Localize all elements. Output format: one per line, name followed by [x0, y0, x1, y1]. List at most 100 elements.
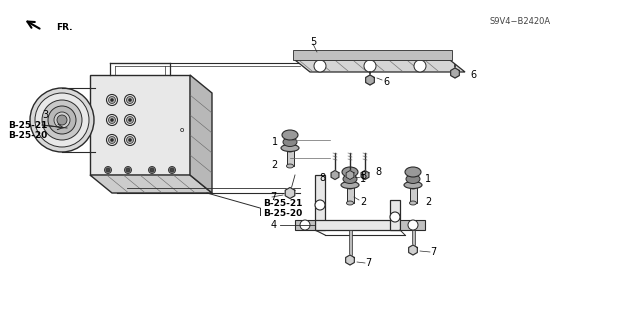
- Circle shape: [125, 94, 136, 106]
- Ellipse shape: [283, 137, 297, 146]
- Text: B-25-21: B-25-21: [263, 198, 302, 207]
- Text: 5: 5: [310, 37, 316, 47]
- Circle shape: [111, 99, 113, 101]
- Text: S9V4−B2420A: S9V4−B2420A: [490, 18, 551, 26]
- Bar: [349, 230, 351, 260]
- Text: 4: 4: [271, 220, 277, 230]
- Polygon shape: [295, 220, 315, 230]
- Text: 7: 7: [270, 192, 276, 202]
- Text: 7: 7: [365, 258, 371, 268]
- Circle shape: [109, 116, 115, 123]
- Text: 2: 2: [272, 160, 278, 170]
- Bar: [412, 230, 415, 250]
- Text: 8: 8: [319, 173, 325, 183]
- Circle shape: [57, 115, 67, 125]
- Ellipse shape: [343, 174, 357, 183]
- Circle shape: [408, 220, 418, 230]
- Polygon shape: [390, 200, 400, 230]
- Text: 1: 1: [272, 137, 278, 147]
- Text: 8: 8: [360, 171, 366, 181]
- Ellipse shape: [341, 182, 359, 189]
- Polygon shape: [90, 175, 212, 193]
- Circle shape: [126, 168, 130, 172]
- Ellipse shape: [410, 185, 417, 189]
- Circle shape: [125, 167, 131, 174]
- Circle shape: [30, 88, 94, 152]
- Ellipse shape: [346, 185, 353, 189]
- Text: 2: 2: [425, 197, 431, 207]
- Circle shape: [170, 168, 174, 172]
- Ellipse shape: [406, 174, 420, 183]
- Text: 2: 2: [360, 197, 366, 207]
- Circle shape: [414, 60, 426, 72]
- Polygon shape: [295, 60, 465, 72]
- Polygon shape: [190, 75, 212, 193]
- Polygon shape: [331, 170, 339, 180]
- Circle shape: [364, 60, 376, 72]
- Bar: [287, 150, 294, 166]
- Polygon shape: [346, 255, 355, 265]
- Circle shape: [54, 112, 70, 128]
- Circle shape: [127, 97, 134, 103]
- Circle shape: [129, 99, 131, 101]
- Ellipse shape: [287, 164, 294, 168]
- Text: 1: 1: [360, 174, 366, 184]
- Circle shape: [106, 94, 118, 106]
- Ellipse shape: [281, 145, 299, 152]
- Circle shape: [111, 138, 113, 142]
- Circle shape: [314, 60, 326, 72]
- Circle shape: [125, 135, 136, 145]
- Polygon shape: [346, 170, 354, 180]
- Ellipse shape: [287, 148, 294, 152]
- Circle shape: [104, 167, 111, 174]
- Circle shape: [127, 116, 134, 123]
- Text: o: o: [180, 127, 184, 133]
- Text: 8: 8: [375, 167, 381, 177]
- Circle shape: [127, 137, 134, 144]
- Circle shape: [168, 167, 175, 174]
- Circle shape: [129, 118, 131, 122]
- Text: 7: 7: [430, 247, 436, 257]
- Bar: [293, 50, 452, 60]
- Polygon shape: [315, 175, 325, 230]
- Circle shape: [48, 106, 76, 134]
- Circle shape: [109, 97, 115, 103]
- Circle shape: [148, 167, 156, 174]
- Bar: [410, 187, 417, 203]
- Polygon shape: [285, 188, 295, 198]
- Text: 6: 6: [383, 77, 389, 87]
- Circle shape: [390, 212, 400, 222]
- Text: FR.: FR.: [56, 24, 72, 33]
- Circle shape: [129, 138, 131, 142]
- Text: 3: 3: [42, 110, 48, 120]
- Polygon shape: [451, 68, 460, 78]
- Text: 1: 1: [425, 174, 431, 184]
- Text: B-25-21: B-25-21: [8, 121, 47, 130]
- Polygon shape: [409, 245, 417, 255]
- Ellipse shape: [404, 182, 422, 189]
- Circle shape: [125, 115, 136, 125]
- Polygon shape: [400, 220, 425, 230]
- Polygon shape: [315, 220, 400, 230]
- Circle shape: [150, 168, 154, 172]
- Circle shape: [106, 135, 118, 145]
- Circle shape: [35, 93, 89, 147]
- Circle shape: [300, 220, 310, 230]
- Circle shape: [109, 137, 115, 144]
- Ellipse shape: [282, 130, 298, 140]
- Ellipse shape: [405, 167, 421, 177]
- Circle shape: [106, 168, 110, 172]
- Text: 6: 6: [470, 70, 476, 80]
- Circle shape: [42, 100, 82, 140]
- Ellipse shape: [342, 167, 358, 177]
- Circle shape: [315, 200, 325, 210]
- Text: B-25-20: B-25-20: [263, 209, 302, 218]
- Circle shape: [106, 115, 118, 125]
- Ellipse shape: [410, 201, 417, 205]
- Bar: [347, 187, 354, 203]
- Polygon shape: [361, 170, 369, 180]
- Ellipse shape: [346, 201, 353, 205]
- Polygon shape: [90, 75, 190, 175]
- Circle shape: [111, 118, 113, 122]
- Polygon shape: [365, 75, 374, 85]
